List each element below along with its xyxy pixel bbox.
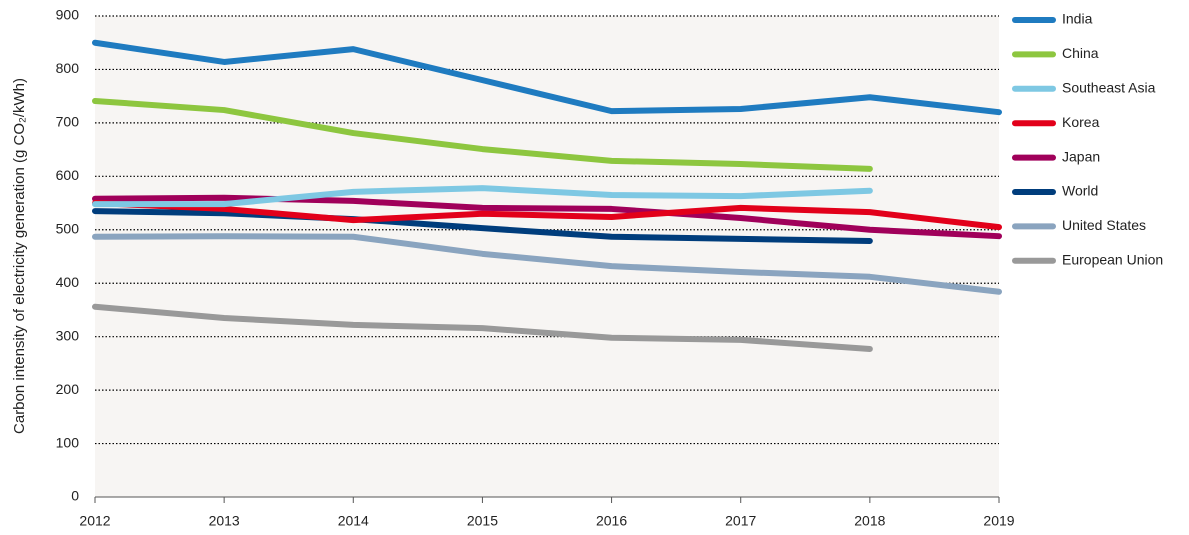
x-tick-label: 2015 (467, 513, 498, 529)
x-tick-label: 2016 (596, 513, 627, 529)
y-tick-label: 900 (56, 7, 80, 23)
legend-label: European Union (1062, 252, 1163, 268)
series-line (92, 303, 873, 352)
legend-label: Korea (1062, 114, 1100, 130)
y-axis-label: Carbon intensity of electricity generati… (11, 78, 28, 434)
series-line (92, 97, 873, 172)
y-tick-label: 0 (71, 488, 79, 504)
x-tick-label: 2012 (79, 513, 110, 529)
legend-label: Southeast Asia (1062, 80, 1156, 96)
series-line (92, 194, 1002, 240)
series-line (92, 185, 873, 208)
y-tick-label: 300 (56, 327, 80, 343)
x-tick-label: 2019 (983, 513, 1014, 529)
legend-label: World (1062, 183, 1098, 199)
y-tick-label: 200 (56, 381, 80, 397)
x-tick-label: 2018 (854, 513, 885, 529)
series-line (92, 233, 1002, 295)
legend-label: China (1062, 45, 1099, 61)
y-tick-label: 600 (56, 167, 80, 183)
series-line (92, 200, 1002, 231)
y-tick-label: 800 (56, 60, 80, 76)
series-line (92, 39, 1002, 116)
y-tick-label: 500 (56, 220, 80, 236)
x-tick-label: 2017 (725, 513, 756, 529)
x-tick-label: 2013 (209, 513, 240, 529)
plot-area (95, 16, 999, 497)
x-tick-label: 2014 (338, 513, 369, 529)
legend-label: India (1062, 11, 1093, 27)
series-line (92, 208, 873, 245)
y-tick-label: 400 (56, 274, 80, 290)
legend-label: United States (1062, 217, 1146, 233)
legend-label: Japan (1062, 148, 1100, 164)
y-tick-label: 100 (56, 434, 80, 450)
y-tick-label: 700 (56, 114, 80, 130)
